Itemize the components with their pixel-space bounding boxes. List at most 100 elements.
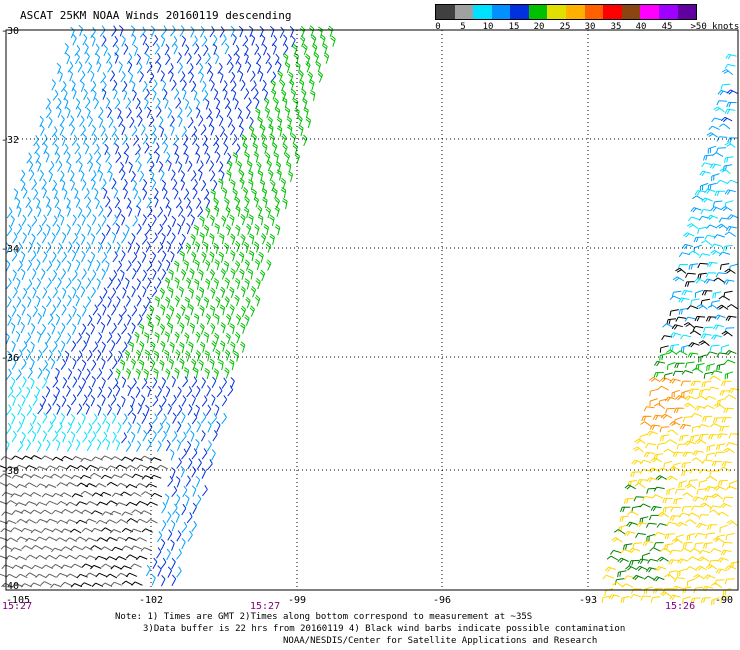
wind-barb <box>269 233 275 245</box>
wind-barb <box>137 115 143 127</box>
wind-barb <box>60 268 67 280</box>
wind-barb <box>617 557 629 563</box>
wind-barb <box>243 44 249 57</box>
wind-barb <box>61 431 66 443</box>
wind-barb <box>40 455 53 460</box>
wind-barb <box>161 268 167 281</box>
wind-barb <box>158 115 164 128</box>
wind-barb <box>25 572 37 578</box>
wind-barb <box>302 43 308 55</box>
wind-barb <box>1 511 13 516</box>
wind-barb <box>620 549 632 554</box>
wind-barb <box>322 43 328 55</box>
wind-barb <box>199 215 205 227</box>
wind-barb <box>247 169 254 182</box>
wind-barb <box>90 26 96 39</box>
wind-barb <box>161 502 167 514</box>
wind-barb <box>106 500 119 505</box>
wind-barb <box>34 142 40 155</box>
wind-barb <box>45 439 51 452</box>
wind-barb <box>183 188 190 200</box>
wind-barb <box>209 358 215 370</box>
wind-barb <box>152 89 157 101</box>
wind-barb <box>192 133 198 145</box>
wind-barb <box>180 179 186 191</box>
wind-barb <box>704 395 717 401</box>
wind-barb <box>220 322 226 334</box>
wind-barb <box>6 296 12 308</box>
wind-barb <box>168 286 174 299</box>
wind-barb <box>41 134 48 146</box>
wind-barb <box>726 304 739 310</box>
wind-barb <box>32 413 37 425</box>
wind-barb <box>723 407 734 414</box>
wind-barb <box>75 152 82 164</box>
wind-barb <box>171 467 176 479</box>
wind-barb <box>53 187 58 200</box>
wind-barb <box>70 179 76 191</box>
wind-barb <box>48 160 55 173</box>
wind-barb <box>631 505 641 513</box>
wind-barb <box>243 206 250 219</box>
wind-barb <box>218 161 224 173</box>
wind-barb <box>198 286 205 299</box>
wind-barb <box>205 206 211 218</box>
wind-barb <box>20 527 33 533</box>
wind-barb <box>267 116 273 128</box>
wind-barb <box>50 358 56 370</box>
wind-barb <box>22 187 28 199</box>
wind-barb <box>20 169 26 182</box>
wind-barb <box>52 287 58 299</box>
wind-barb <box>192 35 198 47</box>
wind-barb <box>121 341 128 353</box>
legend-swatch <box>658 5 678 19</box>
wind-barb <box>122 178 128 191</box>
wind-barb <box>657 385 669 391</box>
wind-barb <box>31 233 36 246</box>
lon-label: -93 <box>579 595 597 606</box>
wind-barb <box>712 417 723 424</box>
wind-barb <box>703 542 713 549</box>
legend-swatch <box>603 5 622 19</box>
wind-barb <box>83 187 90 200</box>
wind-barb <box>292 143 298 155</box>
wind-barb <box>122 88 128 101</box>
wind-barb <box>720 83 731 90</box>
wind-barb <box>130 431 136 443</box>
wind-barb <box>52 394 58 406</box>
wind-barb <box>86 206 92 218</box>
wind-barb <box>268 124 274 136</box>
wind-barb <box>120 71 126 83</box>
wind-barb <box>248 250 255 262</box>
wind-barb <box>646 430 658 437</box>
wind-barb <box>97 295 103 307</box>
wind-barb <box>138 323 145 335</box>
wind-barb <box>154 295 160 308</box>
wind-barb <box>171 394 177 406</box>
wind-barb <box>211 413 218 425</box>
wind-barb <box>45 98 51 110</box>
wind-barb <box>11 510 24 515</box>
wind-barb <box>151 286 158 298</box>
lon-label: -102 <box>139 595 163 606</box>
wind-barb <box>76 465 88 471</box>
wind-barb <box>209 269 215 281</box>
wind-barb <box>221 412 227 425</box>
wind-barb <box>161 377 167 389</box>
wind-barb <box>260 233 267 245</box>
wind-barb <box>706 132 718 138</box>
wind-barb <box>688 556 700 562</box>
wind-barb <box>107 386 113 398</box>
wind-barb <box>112 35 119 48</box>
wind-barb <box>71 269 78 282</box>
wind-barb <box>263 88 269 101</box>
wind-barb <box>719 390 730 396</box>
wind-barb <box>98 116 104 128</box>
wind-barb <box>265 52 271 65</box>
wind-barb <box>96 161 101 173</box>
wind-barb <box>105 438 111 451</box>
wind-barb <box>244 151 250 163</box>
wind-barb <box>75 439 81 451</box>
wind-barb <box>610 549 622 555</box>
wind-barb <box>30 250 37 262</box>
